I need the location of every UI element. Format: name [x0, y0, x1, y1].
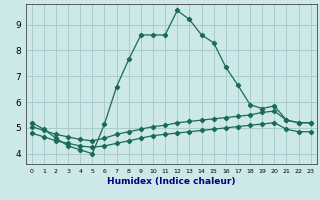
- X-axis label: Humidex (Indice chaleur): Humidex (Indice chaleur): [107, 177, 236, 186]
